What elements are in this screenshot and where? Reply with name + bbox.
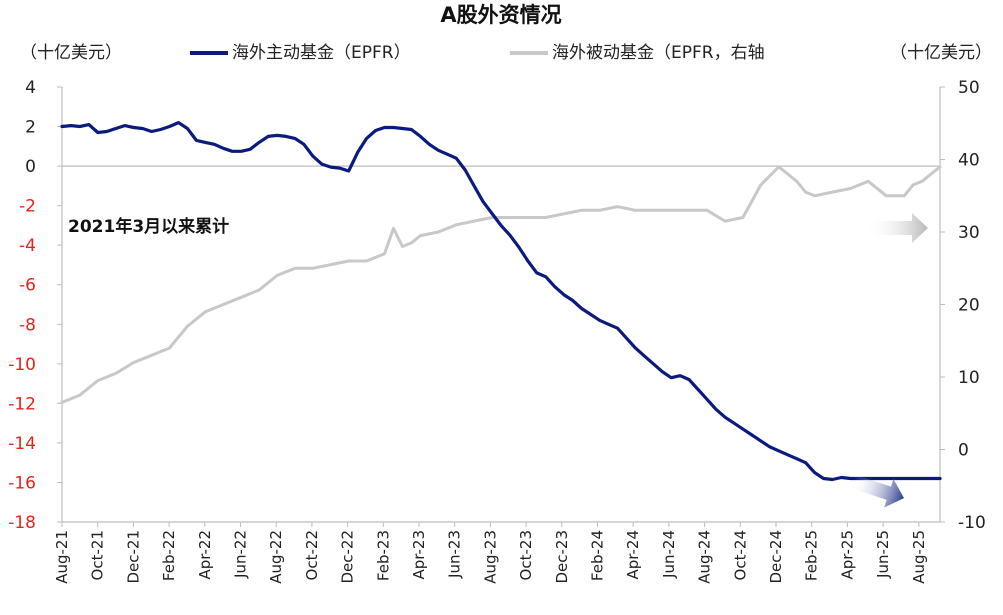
x-tick-label: Jun-22 <box>232 530 250 579</box>
x-tick-label: Aug-21 <box>53 530 71 584</box>
y-left-tick-label: 4 <box>25 78 36 98</box>
y-right-tick-label: 30 <box>958 223 980 243</box>
x-tick-label: Dec-21 <box>124 530 142 584</box>
right-axis-unit: （十亿美元） <box>890 43 992 63</box>
x-tick-label: Aug-22 <box>267 530 285 584</box>
series-line-passive-fund <box>60 165 942 404</box>
y-right-ticks: 50 40 30 20 10 0 -10 <box>940 78 986 533</box>
chart-title: A股外资情况 <box>440 3 561 27</box>
y-left-ticks: 4 2 0 -2 -4 -6 -8 -10 -12 -14 -16 -18 <box>8 78 62 533</box>
x-axis-ticks: Aug-21 Oct-21 Dec-21 Feb-22 Apr-22 Jun-22 Aug-… <box>53 522 928 584</box>
y-right-tick-label: 40 <box>958 151 980 171</box>
series-line-active-fund <box>60 120 942 482</box>
x-tick-label: Oct-23 <box>517 530 535 580</box>
y-left-tick-label: -6 <box>19 276 36 296</box>
x-tick-label: Jun-23 <box>446 530 464 579</box>
y-left-tick-label: -4 <box>19 236 36 256</box>
y-left-tick-label: -16 <box>8 473 36 493</box>
annotation-label: 2021年3月以来累计 <box>68 216 229 237</box>
x-tick-label: Jun-25 <box>874 530 892 579</box>
x-tick-label: Apr-22 <box>196 530 214 580</box>
x-tick-label: Feb-24 <box>589 530 607 581</box>
y-left-tick-label: -2 <box>19 197 36 217</box>
series-layer <box>60 120 942 482</box>
x-tick-label: Feb-23 <box>374 530 392 581</box>
legend-label-passive: 海外被动基金（EPFR，右轴 <box>552 43 765 63</box>
y-right-tick-label: 10 <box>958 368 980 388</box>
x-tick-label: Apr-24 <box>624 530 642 580</box>
x-tick-label: Aug-24 <box>696 530 714 584</box>
y-left-tick-label: 2 <box>25 118 36 138</box>
y-left-tick-label: -14 <box>8 434 36 454</box>
y-left-tick-label: 0 <box>25 157 36 177</box>
legend-label-active: 海外主动基金（EPFR） <box>232 43 411 63</box>
y-right-tick-label: -10 <box>958 513 986 533</box>
x-tick-label: Dec-23 <box>553 530 571 584</box>
legend: 海外主动基金（EPFR） 海外被动基金（EPFR，右轴 <box>190 43 765 63</box>
x-tick-label: Oct-21 <box>89 530 107 580</box>
x-tick-label: Dec-24 <box>767 530 785 584</box>
x-tick-label: Feb-22 <box>160 530 178 581</box>
x-tick-label: Oct-24 <box>731 530 749 580</box>
x-tick-label: Aug-25 <box>910 530 928 584</box>
y-left-tick-label: -18 <box>8 513 36 533</box>
x-tick-label: Aug-23 <box>481 530 499 584</box>
x-tick-label: Apr-25 <box>838 530 856 580</box>
x-tick-label: Jun-24 <box>660 530 678 579</box>
x-tick-label: Oct-22 <box>303 530 321 580</box>
y-right-tick-label: 0 <box>958 441 969 461</box>
active-trend-arrow <box>850 474 905 508</box>
axes <box>61 87 941 523</box>
passive-trend-arrow <box>866 213 928 243</box>
y-left-tick-label: -12 <box>8 394 36 414</box>
x-tick-label: Apr-23 <box>410 530 428 580</box>
y-left-tick-label: -8 <box>19 315 36 335</box>
y-left-tick-label: -10 <box>8 355 36 375</box>
y-right-tick-label: 50 <box>958 78 980 98</box>
x-tick-label: Dec-22 <box>339 530 357 584</box>
x-tick-label: Feb-25 <box>803 530 821 581</box>
y-right-tick-label: 20 <box>958 296 980 316</box>
left-axis-unit: （十亿美元） <box>20 43 122 63</box>
